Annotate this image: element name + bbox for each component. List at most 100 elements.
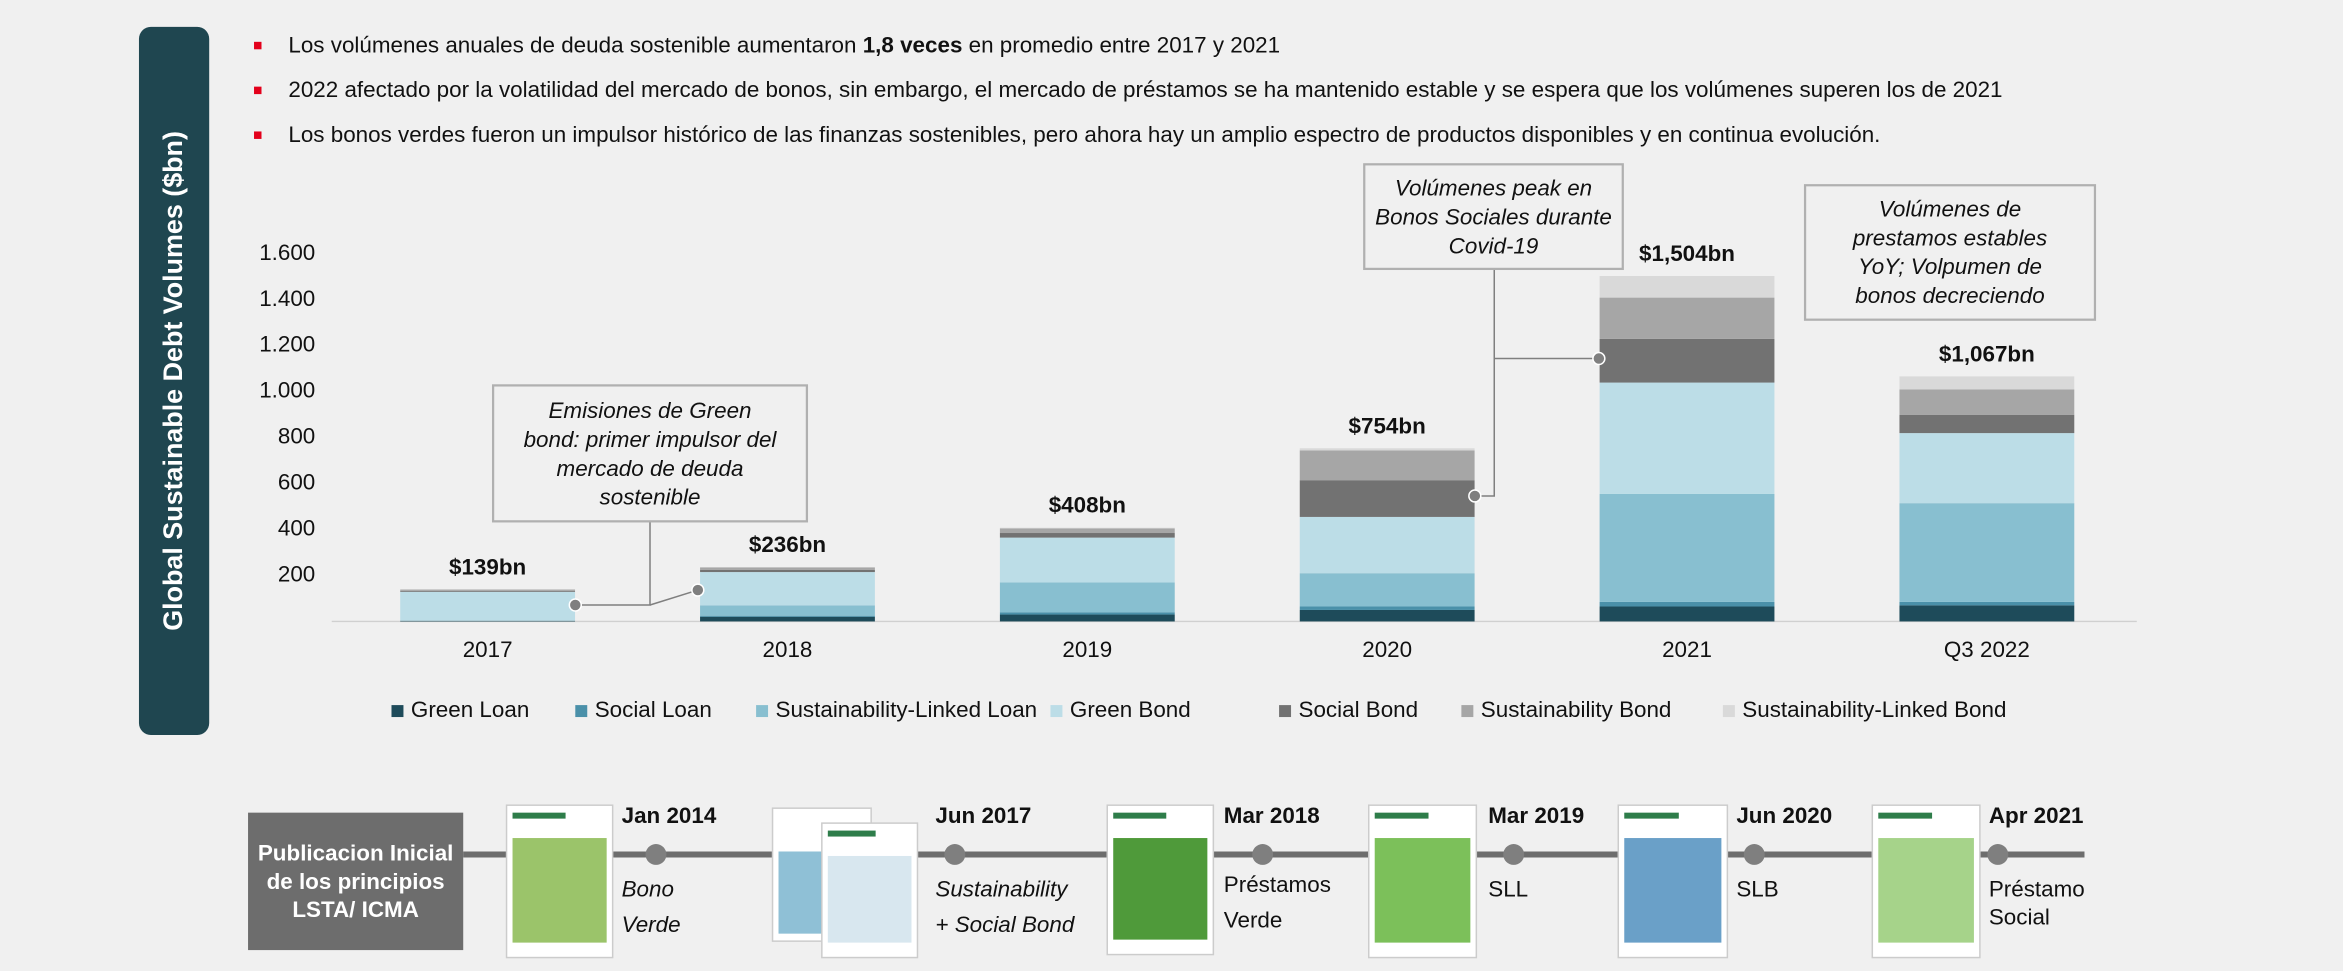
y-tick-label: 1.600 — [259, 240, 315, 265]
timeline-date: Jan 2014 — [622, 803, 717, 828]
annotation-text: prestamos estables — [1852, 225, 2047, 250]
total-label: $1,067bn — [1939, 341, 2035, 366]
bullet-segment: 1,8 veces — [863, 32, 963, 57]
bar-segment — [1299, 450, 1475, 481]
thumbnail-image — [1374, 838, 1471, 943]
bullet-marker — [254, 86, 262, 95]
bar-segment — [1899, 433, 2075, 504]
annotation-text: bond: primer impulsor del — [524, 427, 778, 452]
annotation-text: YoY; Volpumen de — [1858, 254, 2042, 279]
timeline-label: SLL — [1488, 876, 1528, 901]
timeline-label: Verde — [1224, 908, 1283, 933]
timeline-label: Social — [1989, 905, 2050, 930]
bullet-segment: Los volúmenes anuales de deuda sostenibl… — [288, 32, 862, 57]
bar-segment — [1899, 503, 2075, 602]
bar-segment — [1899, 376, 2075, 390]
bar-segment — [700, 572, 875, 606]
thumbnail-header — [1878, 812, 1933, 819]
y-tick-label: 400 — [278, 515, 315, 540]
timeline-label: Sustainability — [935, 876, 1069, 901]
y-tick-label: 1.200 — [259, 332, 315, 357]
bullet-marker — [254, 41, 262, 50]
x-tick-label: 2018 — [763, 637, 813, 662]
legend-label: Sustainability-Linked Loan — [776, 697, 1038, 722]
bar-segment — [400, 589, 576, 591]
bullet-text: Los bonos verdes fueron un impulsor hist… — [288, 122, 1880, 147]
timeline-label: Verde — [622, 912, 681, 937]
timeline-date: Jun 2020 — [1736, 803, 1832, 828]
timeline-date: Mar 2018 — [1224, 803, 1320, 828]
bar-segment — [700, 616, 875, 622]
bar-segment — [1599, 382, 1775, 494]
timeline-title: de los principios — [267, 869, 445, 894]
bar-segment — [1599, 297, 1775, 339]
y-tick-label: 200 — [278, 561, 315, 586]
timeline-label: SLB — [1736, 876, 1778, 901]
bar-segment — [400, 591, 576, 621]
bar-segment — [1899, 414, 2075, 434]
bullet-text: Los volúmenes anuales de deuda sostenibl… — [288, 32, 1280, 57]
bar-segment — [1599, 606, 1775, 622]
bar-segment — [999, 582, 1175, 613]
annotation-text: Emisiones de Green — [548, 398, 751, 423]
timeline-label: Préstamo — [1989, 876, 2085, 901]
annotation-text: sostenible — [600, 485, 701, 510]
thumbnail-image — [1624, 838, 1722, 943]
bullet-text: 2022 afectado por la volatilidad del mer… — [288, 77, 2002, 102]
timeline-dot — [645, 844, 667, 865]
total-label: $236bn — [749, 532, 826, 557]
timeline-date: Mar 2019 — [1488, 803, 1584, 828]
timeline-dot — [1252, 844, 1274, 865]
y-tick-label: 1.400 — [259, 286, 315, 311]
annotation-box — [491, 384, 809, 523]
legend-label: Green Loan — [411, 697, 529, 722]
bar-segment — [999, 533, 1175, 538]
bar-segment — [999, 527, 1175, 529]
legend-swatch — [756, 705, 769, 718]
bar-segment — [1599, 276, 1775, 298]
legend-label: Social Loan — [595, 697, 712, 722]
bullet-segment: 2022 afectado por la volatilidad del mer… — [288, 77, 2002, 102]
leader-dot — [1468, 489, 1482, 503]
timeline-title: LSTA/ ICMA — [292, 897, 419, 922]
total-label: $139bn — [449, 555, 526, 580]
legend-label: Sustainability-Linked Bond — [1742, 697, 2006, 722]
bar-segment — [999, 528, 1175, 534]
annotation-text: bonos decreciendo — [1855, 283, 2044, 308]
x-tick-label: 2019 — [1062, 637, 1112, 662]
y-axis-title: Global Sustainable Debt Volumes ($bn) — [158, 131, 188, 631]
timeline-dot — [944, 844, 966, 865]
bar-segment — [1299, 516, 1475, 574]
annotation-text: Bonos Sociales durante — [1375, 204, 1612, 229]
x-tick-label: 2020 — [1362, 637, 1412, 662]
thumbnail-image — [1878, 838, 1974, 943]
timeline-title-box — [248, 812, 464, 951]
leader-line — [649, 589, 699, 606]
annotation-text: Volúmenes de — [1879, 197, 2021, 222]
timeline-date: Jun 2017 — [935, 803, 1031, 828]
timeline-dot — [1503, 844, 1525, 865]
bar-segment — [1299, 573, 1475, 607]
annotation-box — [1803, 184, 2097, 321]
x-tick-label: 2021 — [1662, 637, 1712, 662]
thumbnail-image — [512, 838, 607, 943]
bar-segment — [400, 590, 576, 592]
bar-segment — [700, 569, 875, 573]
total-label: $754bn — [1349, 413, 1426, 438]
timeline-date: Apr 2021 — [1989, 803, 2084, 828]
bar-segment — [1899, 601, 2075, 606]
timeline-label: + Social Bond — [935, 912, 1075, 937]
bar-segment — [400, 620, 576, 622]
thumbnail-header — [1374, 812, 1429, 819]
thumbnail-image — [827, 855, 912, 943]
bullet-marker — [254, 131, 262, 139]
y-tick-label: 1.000 — [259, 378, 315, 403]
legend-swatch — [391, 705, 404, 718]
timeline-label: Préstamos — [1224, 872, 1331, 897]
leader-dot — [691, 583, 705, 597]
legend-label: Green Bond — [1070, 697, 1191, 722]
thumbnail-header — [827, 830, 876, 837]
annotation-text: Volúmenes peak en — [1395, 176, 1592, 201]
y-tick-label: 600 — [278, 470, 315, 495]
